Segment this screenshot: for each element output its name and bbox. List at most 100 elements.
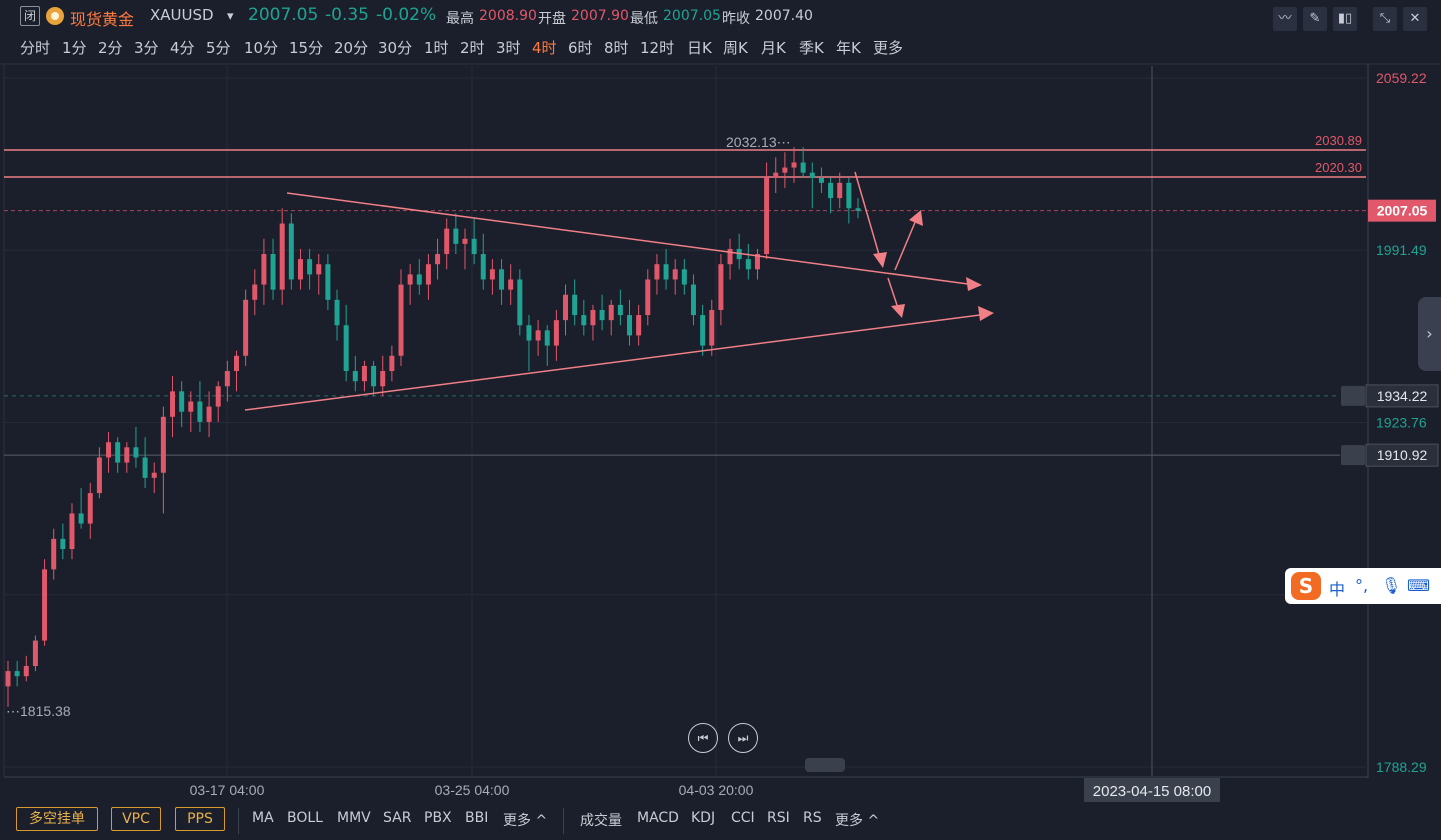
period-15[interactable]: 8时	[604, 39, 629, 57]
alert-price-label: 1934.22	[1377, 388, 1428, 404]
candle-body	[224, 371, 230, 387]
period-20[interactable]: 季K	[799, 39, 824, 57]
candle-body	[115, 442, 121, 463]
high-value: 2008.90	[479, 8, 537, 24]
line-chart-icon[interactable]: 〰	[1273, 7, 1297, 31]
period-18[interactable]: 周K	[723, 39, 748, 57]
sogou-logo-icon[interactable]: S	[1291, 572, 1321, 600]
candle-body	[499, 269, 505, 290]
candle-body	[581, 315, 587, 326]
candle-body	[700, 315, 706, 346]
main-indicator-more[interactable]: 更多 ^	[503, 813, 548, 829]
sub-indicator-0[interactable]: 成交量	[580, 813, 622, 829]
candle-body	[151, 472, 157, 478]
period-22[interactable]: 更多	[873, 39, 904, 57]
y-tick-label: 2059.22	[1376, 70, 1427, 86]
pps-button[interactable]: PPS	[175, 807, 225, 831]
keyboard-icon[interactable]: ⌨	[1407, 576, 1431, 595]
period-17[interactable]: 日K	[687, 39, 712, 57]
candle-icon[interactable]: ▮▯	[1333, 7, 1357, 31]
shrink-icon[interactable]: ⤡	[1373, 7, 1397, 31]
period-2[interactable]: 2分	[98, 39, 123, 57]
symbol-dropdown-icon[interactable]: ▾	[227, 9, 234, 24]
sub-indicator-1[interactable]: MACD	[637, 810, 679, 826]
candle-body	[215, 386, 221, 407]
main-indicator-ma[interactable]: MA	[252, 810, 274, 826]
current-price-box	[1368, 199, 1436, 222]
sub-indicator-4[interactable]: RSI	[767, 810, 790, 826]
sub-indicator-2[interactable]: KDJ	[691, 810, 716, 826]
period-12[interactable]: 3时	[496, 39, 521, 57]
period-19[interactable]: 月K	[761, 39, 786, 57]
period-0[interactable]: 分时	[20, 39, 51, 57]
period-9[interactable]: 30分	[378, 39, 413, 57]
candle-body	[352, 371, 358, 382]
scroll-forward-button[interactable]: ⏭	[728, 723, 758, 753]
period-16[interactable]: 12时	[640, 39, 675, 57]
candle-body	[69, 513, 75, 550]
candle-body	[252, 284, 258, 300]
period-8[interactable]: 20分	[334, 39, 369, 57]
main-indicator-pbx[interactable]: PBX	[424, 810, 452, 826]
divider	[563, 808, 564, 834]
quote-header: 闭 现货黄金 XAUUSD ▾ 2007.05 -0.35 -0.02% 最高 …	[0, 0, 1441, 32]
candle-body	[709, 309, 715, 346]
candle-body	[87, 493, 93, 524]
candle-body	[380, 371, 386, 387]
candle-body	[453, 228, 459, 244]
period-4[interactable]: 4分	[170, 39, 195, 57]
main-indicator-sar[interactable]: SAR	[383, 810, 412, 826]
sub-indicator-5[interactable]: RS	[803, 810, 822, 826]
candle-body	[233, 355, 239, 372]
crosshair-time-label: 2023-04-15 08:00	[1093, 783, 1211, 800]
candle-body	[297, 259, 303, 280]
candle-body	[727, 248, 733, 265]
period-10[interactable]: 1时	[424, 39, 449, 57]
period-11[interactable]: 2时	[460, 39, 485, 57]
candle-body	[800, 162, 806, 173]
mic-icon[interactable]: 🎙	[1381, 576, 1402, 595]
candle-body	[133, 447, 139, 458]
sub-indicator-3[interactable]: CCI	[731, 810, 755, 826]
draw-icon[interactable]: ✎	[1303, 7, 1327, 31]
period-14[interactable]: 6时	[568, 39, 593, 57]
ime-punct-toggle[interactable]: °,	[1355, 576, 1369, 595]
order-book-button[interactable]: 多空挂单	[16, 807, 98, 831]
candle-body	[690, 284, 696, 316]
period-5[interactable]: 5分	[206, 39, 231, 57]
main-indicator-mmv[interactable]: MMV	[337, 810, 371, 826]
instrument-symbol[interactable]: XAUUSD	[150, 6, 214, 24]
close-icon[interactable]: ✕	[1403, 7, 1427, 31]
crosshair-time-box	[1084, 778, 1220, 802]
candle-body	[782, 167, 788, 173]
scroll-back-button[interactable]: ⏮	[688, 723, 718, 753]
main-indicator-boll[interactable]: BOLL	[287, 810, 323, 826]
vpc-button[interactable]: VPC	[111, 807, 161, 831]
candle-body	[791, 162, 797, 168]
period-7[interactable]: 15分	[289, 39, 324, 57]
main-indicator-bbi[interactable]: BBI	[465, 810, 489, 826]
ime-toolbar[interactable]: S 中 °, 🎙 ⌨	[1285, 568, 1441, 604]
period-13[interactable]: 4时	[532, 39, 557, 57]
candle-body	[608, 304, 614, 321]
expand-panel-handle[interactable]: ›	[1418, 297, 1441, 371]
period-1[interactable]: 1分	[62, 39, 87, 57]
period-21[interactable]: 年K	[836, 39, 861, 57]
candle-body	[279, 223, 285, 290]
ime-lang-toggle[interactable]: 中	[1329, 580, 1346, 599]
candle-body	[51, 538, 57, 570]
candle-body	[663, 264, 669, 280]
period-3[interactable]: 3分	[134, 39, 159, 57]
low-value: 2007.05	[663, 8, 721, 24]
candle-body	[288, 223, 294, 280]
candle-body	[444, 228, 450, 255]
candle-body	[14, 671, 20, 677]
period-6[interactable]: 10分	[244, 39, 279, 57]
y-tick-label: 1923.76	[1376, 414, 1427, 430]
candle-body	[590, 309, 596, 326]
candle-body	[124, 447, 130, 463]
open-value: 2007.90	[571, 8, 629, 24]
candle-body	[535, 330, 541, 341]
sub-indicator-more[interactable]: 更多 ^	[835, 813, 880, 829]
